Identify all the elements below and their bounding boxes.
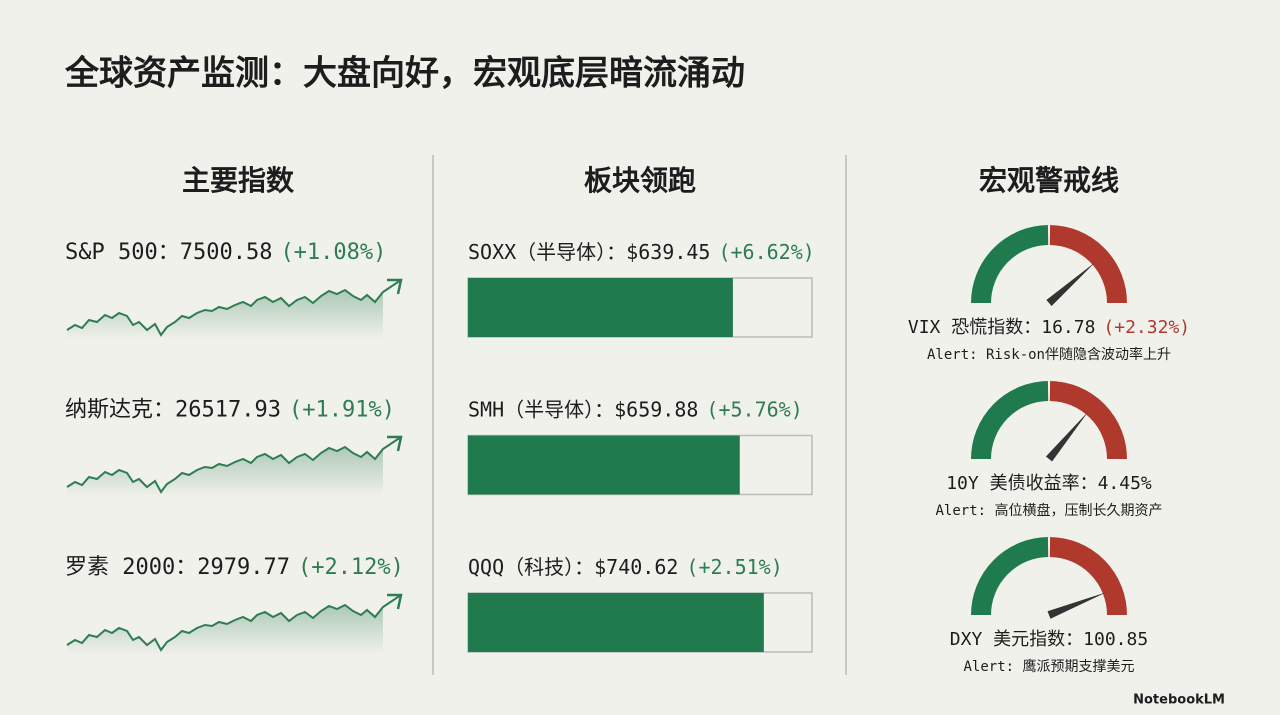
value: 26517.93	[175, 398, 281, 423]
row-text: SOXX（半导体）：$639.45 (+6.62%)	[468, 240, 815, 264]
value: 16.78	[1041, 317, 1095, 338]
gauge-red	[1049, 537, 1127, 616]
change: (+5.76%)	[706, 397, 802, 421]
row-text: 纳斯达克：26517.93 (+1.91%)	[65, 398, 395, 423]
row-text: VIX 恐慌指数：16.78 (+2.32%)	[908, 317, 1190, 338]
gauge-green	[971, 537, 1049, 616]
gauge-green	[971, 225, 1049, 304]
alert: Alert: Risk-on伴随隐含波动率上升	[927, 346, 1171, 363]
column-heading: 板块领跑	[584, 164, 696, 197]
alert: Alert: 高位横盘，压制长久期资产	[935, 502, 1162, 519]
gauge-needle	[1045, 411, 1089, 462]
title: 全球资产监测：大盘向好，宏观底层暗流涌动	[64, 54, 745, 94]
label: VIX 恐慌指数：	[908, 317, 1041, 338]
column-heading: 宏观警戒线	[979, 164, 1119, 197]
label: 罗素 2000：	[65, 555, 197, 580]
row-text: DXY 美元指数：100.85	[950, 629, 1148, 650]
row-text: 10Y 美债收益率：4.45%	[946, 473, 1152, 494]
value: 2979.77	[197, 555, 290, 580]
label: SMH（半导体）：	[468, 397, 614, 421]
value: 4.45%	[1098, 473, 1152, 494]
row-text: 罗素 2000：2979.77 (+2.12%)	[65, 555, 404, 580]
value: $659.88	[614, 397, 698, 421]
label: QQQ（科技）：	[468, 555, 594, 579]
label: SOXX（半导体）：	[468, 240, 626, 264]
label: 纳斯达克：	[65, 398, 175, 423]
change: (+6.62%)	[718, 240, 814, 264]
label: DXY 美元指数：	[950, 629, 1083, 650]
row-text: SMH（半导体）：$659.88 (+5.76%)	[468, 397, 803, 421]
bar	[468, 435, 740, 495]
value: 100.85	[1083, 629, 1148, 650]
gauge-needle	[1047, 592, 1107, 619]
gauge-green	[971, 381, 1049, 460]
gauge-red	[1049, 225, 1127, 304]
alert: Alert: 鹰派预期支撑美元	[963, 659, 1134, 675]
change: (+2.51%)	[686, 555, 782, 579]
change: (+2.32%)	[1103, 317, 1190, 338]
row-text: QQQ（科技）：$740.62 (+2.51%)	[468, 555, 783, 579]
change: (+1.91%)	[289, 398, 395, 423]
row-text: S&P 500：7500.58 (+1.08%)	[65, 240, 386, 265]
label: S&P 500：	[65, 240, 180, 265]
footer: NotebookLM	[1133, 693, 1225, 708]
value: 7500.58	[180, 240, 273, 265]
bar	[468, 278, 733, 337]
column-heading: 主要指数	[182, 164, 295, 197]
bar	[468, 593, 764, 652]
label: 10Y 美债收益率：	[946, 473, 1097, 494]
change: (+2.12%)	[298, 555, 404, 580]
gauge-needle	[1046, 261, 1096, 307]
gauge-red	[1049, 381, 1127, 460]
value: $740.62	[594, 555, 678, 579]
change: (+1.08%)	[280, 240, 386, 265]
value: $639.45	[626, 240, 710, 264]
